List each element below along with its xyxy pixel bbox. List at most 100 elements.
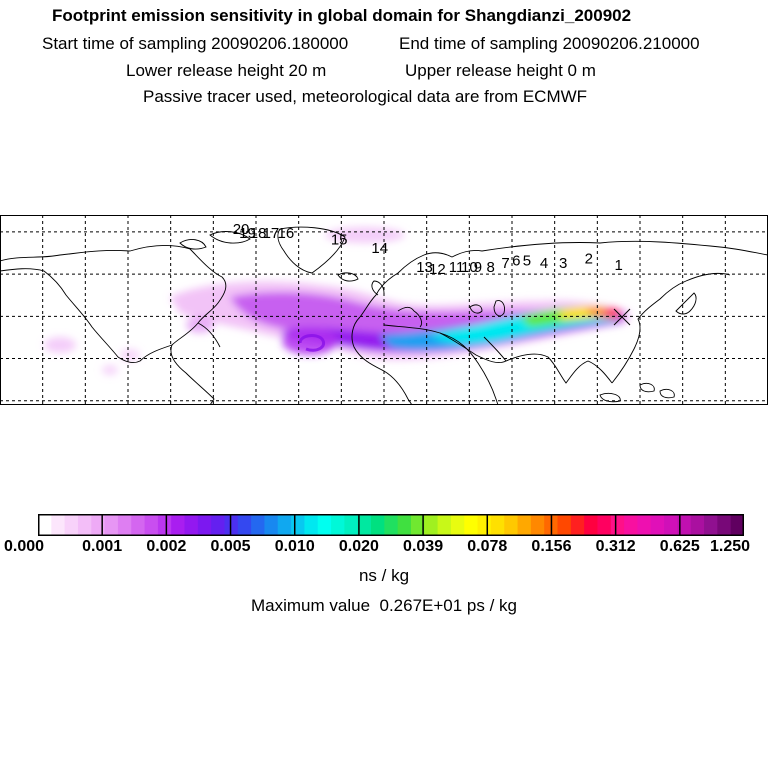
- colorbar-tick-label: 0.156: [531, 538, 572, 555]
- trajectory-label-10: 10: [461, 259, 478, 276]
- colorbar-swatch: [304, 514, 319, 536]
- colorbar-frame: [38, 514, 744, 536]
- colorbar-swatch: [530, 514, 545, 536]
- colorbar-tick-label: 0.010: [274, 538, 315, 555]
- maximum-label: Maximum value: [250, 596, 371, 615]
- trajectory-label-1: 1: [614, 257, 622, 274]
- trajectory-label-8: 8: [486, 259, 494, 276]
- colorbar-swatch: [650, 514, 665, 536]
- trajectory-label-12: 12: [429, 261, 446, 278]
- colorbar-swatch: [677, 514, 692, 536]
- colorbar-swatch: [211, 514, 226, 536]
- sensitivity-plume: [44, 227, 630, 375]
- colorbar-tick-label: 0.001: [82, 538, 123, 555]
- colorbar-swatch: [371, 514, 385, 536]
- footprint-map: 1 2 3 4 5 6 7 8 9 10 11 12 13 14 15 16 17 18 19 20: [0, 215, 768, 405]
- maximum-value-row: Maximum value 0.267E+01 ps / kg: [0, 596, 768, 616]
- colorbar-swatch: [331, 514, 345, 536]
- map-title: Footprint emission sensitivity in global…: [52, 6, 632, 25]
- colorbar-swatch: [131, 514, 146, 536]
- trajectory-label-19: 19: [239, 225, 256, 242]
- upper-height-text: Upper release height 0 m: [405, 61, 596, 80]
- colorbar-swatch: [64, 514, 79, 536]
- trajectory-label-9: 9: [474, 259, 482, 276]
- colorbar-tick-label: 1.250: [709, 538, 751, 555]
- colorbar-swatch: [570, 514, 585, 536]
- trajectory-label-4: 4: [540, 255, 548, 272]
- colorbar-swatch: [397, 514, 412, 536]
- colorbar-swatch: [410, 514, 425, 536]
- colorbar-tick-label: 0.000: [3, 538, 45, 555]
- colorbar-swatch: [584, 514, 599, 536]
- colorbar-swatch: [450, 514, 465, 536]
- colorbar-swatch: [224, 514, 239, 536]
- colorbar-swatch: [610, 514, 625, 536]
- colorbar-swatch: [477, 514, 492, 536]
- colorbar-ticks: 0.000 0.001 0.002 0.005 0.010 0.020 0.039 0.078…: [0, 538, 768, 560]
- plume-swirl: [298, 334, 325, 352]
- trajectory-label-3: 3: [559, 255, 567, 272]
- graticule: [0, 215, 768, 405]
- colorbar-swatch: [637, 514, 652, 536]
- maximum-value: 0.267E+01 ps / kg: [379, 596, 518, 615]
- colorbar-swatch: [517, 514, 532, 536]
- colorbar-swatch: [91, 514, 106, 536]
- colorbar-swatch: [730, 514, 744, 536]
- colorbar-swatch: [251, 514, 266, 536]
- colorbar-tick-label: 0.312: [595, 538, 636, 555]
- colorbar-swatch: [664, 514, 678, 536]
- trajectory-label-15: 15: [331, 232, 348, 249]
- colorbar-swatch: [264, 514, 279, 536]
- colorbar-swatch: [490, 514, 505, 536]
- trajectory-label-13: 13: [416, 259, 433, 276]
- colorbar-tick-label: 0.020: [338, 538, 379, 555]
- trajectory-label-20: 20: [233, 221, 250, 238]
- colorbar-swatch: [157, 514, 172, 536]
- colorbar-swatch: [38, 514, 52, 536]
- lower-height-text: Lower release height 20 m: [126, 61, 327, 80]
- colorbar-swatch: [184, 514, 199, 536]
- colorbar-tick-label: 0.625: [659, 538, 700, 555]
- colorbar-swatch: [117, 514, 132, 536]
- colorbar-swatch: [144, 514, 159, 536]
- trajectory-label-7: 7: [501, 255, 509, 272]
- colorbar-swatch: [237, 514, 252, 536]
- colorbar-swatch: [171, 514, 186, 536]
- colorbar-swatch: [197, 514, 212, 536]
- colorbar-swatch: [77, 514, 92, 536]
- colorbar-swatch: [597, 514, 612, 536]
- colorbar-swatch: [690, 514, 705, 536]
- colorbar-swatch: [424, 514, 439, 536]
- colorbar-swatch: [357, 514, 372, 536]
- trajectory-label-5: 5: [523, 253, 531, 270]
- colorbar-tick-label: 0.078: [467, 538, 508, 555]
- colorbar-swatch: [384, 514, 399, 536]
- colorbar-swatch: [717, 514, 732, 536]
- colorbar-swatch: [624, 514, 639, 536]
- colorbar-swatch: [291, 514, 306, 536]
- trajectory-label-11: 11: [449, 259, 465, 276]
- colorbar-tick-label: 0.005: [210, 538, 251, 555]
- colorbar-swatch: [464, 514, 479, 536]
- colorbar-swatch: [557, 514, 572, 536]
- colorbar-swatch: [104, 514, 119, 536]
- colorbar: [38, 514, 744, 536]
- trajectory-label-17: 17: [263, 225, 280, 242]
- colorbar-swatch: [51, 514, 66, 536]
- colorbar-tick-label: 0.002: [146, 538, 187, 555]
- trajectory-label-18: 18: [250, 225, 267, 242]
- end-time-text: End time of sampling 20090206.210000: [399, 34, 700, 53]
- colorbar-swatch: [277, 514, 292, 536]
- receptor-marker: [613, 308, 631, 326]
- colorbar-swatch: [504, 514, 519, 536]
- colorbar-tick-label: 0.039: [403, 538, 444, 555]
- trajectory-label-16: 16: [278, 225, 295, 242]
- info-text: Passive tracer used, meteorological data…: [143, 87, 588, 106]
- trajectory-label-14: 14: [371, 240, 388, 257]
- colorbar-swatch: [437, 514, 452, 536]
- colorbar-units: ns / kg: [358, 566, 410, 585]
- colorbar-swatch: [704, 514, 718, 536]
- start-time-text: Start time of sampling 20090206.180000: [42, 34, 349, 53]
